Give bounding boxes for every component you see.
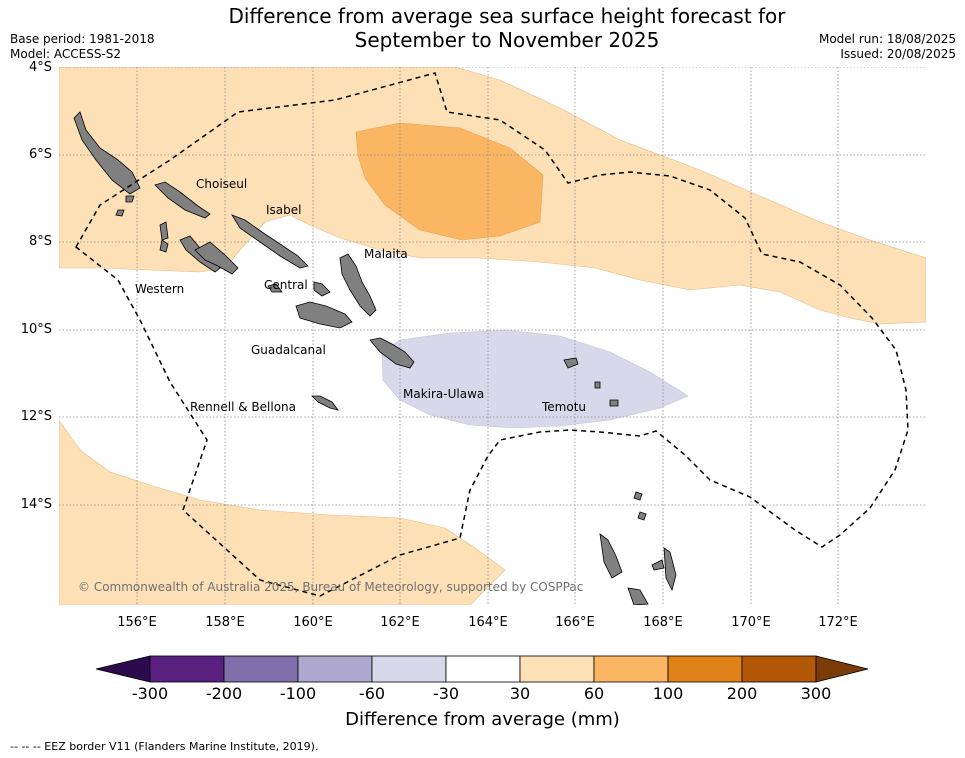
colorbar-tick-label: 30 bbox=[509, 684, 531, 703]
island-vanuatu-2 bbox=[627, 587, 649, 605]
x-tick-label: 160°E bbox=[293, 615, 333, 630]
colorbar-tick-label: 300 bbox=[800, 684, 832, 703]
island-central-2 bbox=[313, 281, 331, 297]
island-vanuatu-6 bbox=[637, 511, 647, 521]
anomaly-zone-minus60-minus30 bbox=[381, 329, 689, 429]
meta-left: Base period: 1981-2018 Model: ACCESS-S2 bbox=[10, 32, 155, 62]
label-isabel: Isabel bbox=[266, 203, 302, 217]
island-vanuatu-3 bbox=[651, 559, 665, 571]
x-tick-label: 168°E bbox=[643, 615, 683, 630]
chart-title: Difference from average sea surface heig… bbox=[150, 4, 864, 52]
island-temotu-2 bbox=[594, 381, 601, 389]
island-temotu-3 bbox=[609, 399, 619, 407]
colorbar-tick-label: -30 bbox=[432, 684, 460, 703]
y-tick-label: 6°S bbox=[28, 147, 52, 162]
base-period: Base period: 1981-2018 bbox=[10, 32, 155, 46]
issued-date: Issued: 20/08/2025 bbox=[840, 47, 956, 61]
meta-right: Model run: 18/08/2025 Issued: 20/08/2025 bbox=[819, 32, 956, 62]
island-western-1 bbox=[154, 181, 211, 219]
label-malaita: Malaita bbox=[364, 247, 408, 261]
y-tick-label: 4°S bbox=[28, 60, 52, 75]
label-choiseul: Choiseul bbox=[196, 177, 248, 191]
island-western-5 bbox=[159, 239, 169, 253]
y-tick-label: 12°S bbox=[20, 409, 52, 424]
anomaly-zone-30-60-south bbox=[59, 419, 506, 605]
y-tick-label: 8°S bbox=[28, 234, 52, 249]
island-guadalcanal bbox=[295, 301, 353, 329]
island-central bbox=[267, 283, 283, 293]
label-makira-ulawa: Makira-Ulawa bbox=[403, 387, 485, 401]
y-tick-label: 14°S bbox=[20, 497, 52, 512]
x-tick-label: 162°E bbox=[380, 615, 420, 630]
model-name: Model: ACCESS-S2 bbox=[10, 47, 122, 61]
island-isabel bbox=[231, 214, 309, 269]
eez-footnote: -- -- -- EEZ border V11 (Flanders Marine… bbox=[10, 740, 319, 753]
y-tick-label: 10°S bbox=[20, 322, 52, 337]
label-central: Central bbox=[264, 278, 308, 292]
island-rennell bbox=[311, 395, 339, 411]
label-rennell-bellona: Rennell & Bellona bbox=[190, 400, 297, 414]
title-line-1: Difference from average sea surface heig… bbox=[228, 4, 786, 28]
island-western-7 bbox=[125, 195, 135, 203]
label-western: Western bbox=[135, 282, 185, 296]
island-choiseul bbox=[73, 111, 141, 195]
colorbar-tick-label: 100 bbox=[652, 684, 684, 703]
x-tick-label: 172°E bbox=[818, 615, 858, 630]
colorbar-tick-label: -100 bbox=[279, 684, 317, 703]
label-guadalcanal: Guadalcanal bbox=[251, 343, 326, 357]
colorbar-tick-label: -200 bbox=[205, 684, 243, 703]
island-western-3 bbox=[194, 241, 239, 275]
copyright-notice: © Commonwealth of Australia 2025, Bureau… bbox=[78, 580, 584, 594]
grid-lines bbox=[59, 67, 926, 605]
island-makira bbox=[369, 337, 415, 369]
island-western-6 bbox=[115, 209, 125, 217]
x-tick-label: 166°E bbox=[555, 615, 595, 630]
anomaly-zone-60-100 bbox=[355, 122, 544, 241]
colorbar-title: Difference from average (mm) bbox=[345, 709, 620, 730]
x-tick-label: 164°E bbox=[468, 615, 508, 630]
x-tick-label: 158°E bbox=[205, 615, 245, 630]
eez-border bbox=[75, 72, 909, 597]
island-temotu-1 bbox=[563, 357, 579, 369]
x-tick-label: 156°E bbox=[117, 615, 157, 630]
title-line-2: September to November 2025 bbox=[354, 28, 660, 52]
island-vanuatu-4 bbox=[663, 547, 677, 592]
island-malaita bbox=[339, 253, 377, 317]
colorbar-tick-label: -300 bbox=[131, 684, 169, 703]
colorbar-tick-label: -60 bbox=[358, 684, 386, 703]
colorbar-tick-label: 200 bbox=[726, 684, 758, 703]
island-vanuatu-5 bbox=[633, 491, 643, 501]
colorbar-tick-label: 60 bbox=[583, 684, 605, 703]
island-western-4 bbox=[159, 221, 169, 241]
x-tick-label: 170°E bbox=[731, 615, 771, 630]
label-temotu: Temotu bbox=[542, 400, 587, 414]
model-run: Model run: 18/08/2025 bbox=[818, 32, 956, 46]
island-vanuatu-1 bbox=[599, 533, 623, 579]
islands bbox=[73, 111, 677, 605]
